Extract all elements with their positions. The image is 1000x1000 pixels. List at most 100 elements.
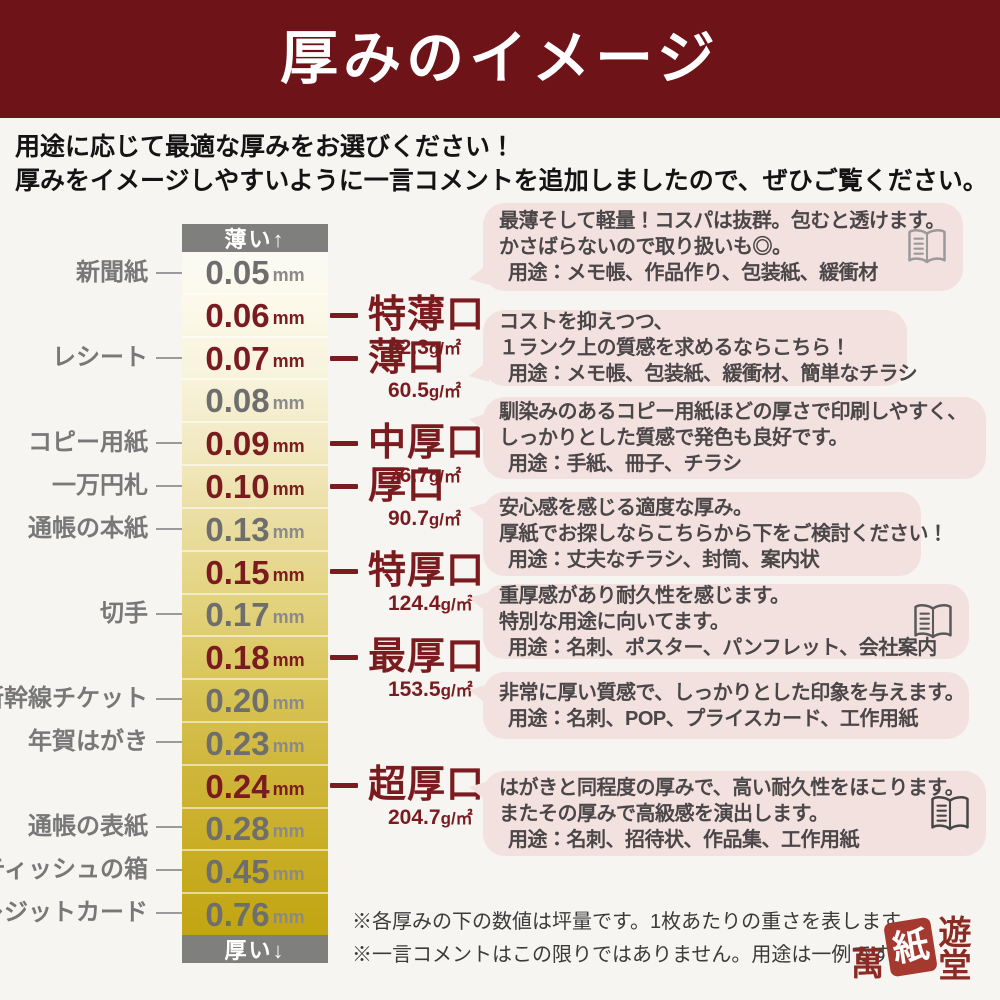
- thickness-value: 0.15: [205, 553, 270, 591]
- table-row: 0.09 mm: [182, 423, 328, 467]
- item-label-text: 新聞紙: [76, 259, 148, 286]
- grade-chuatsukuchi: 中厚口 76.7g/㎡: [330, 421, 485, 486]
- thickness-value: 0.24: [205, 767, 270, 805]
- grade-weight-unit: g/㎡: [428, 382, 461, 401]
- comment-bubble-atsukuchi: 安心感を感じる適度な厚み。 厚紙でお探しならこちらから下をご検討ください！ 用途…: [469, 492, 948, 576]
- comment-line: はがきと同程度の厚みで、高い耐久性をほこります。: [499, 776, 965, 799]
- thickness-value: 0.07: [205, 339, 270, 377]
- comment-line: 重厚感があり耐久性を感じます。: [499, 584, 790, 607]
- comment-uses: 用途：名刺、招待状、作品集、工作用紙: [508, 828, 860, 851]
- comment-uses: 用途：メモ帳、包装紙、緩衝材、簡単なチラシ: [508, 363, 918, 385]
- logo-prefix: 萬: [851, 944, 884, 983]
- bubble-tail: [469, 360, 489, 382]
- grade-weight-unit: g/㎡: [428, 510, 461, 529]
- comment-line: しっかりとした質感で発色も良好です。: [499, 427, 849, 449]
- bubble-tail: [469, 684, 489, 706]
- item-label-text: 通帳の表紙: [28, 813, 148, 840]
- item-label-text: クレジットカード: [0, 899, 148, 926]
- grade-weight-value: 204.7: [388, 806, 441, 829]
- grade-dash: [330, 355, 358, 361]
- table-row: 0.06 mm: [182, 295, 328, 338]
- table-row: 0.24 mm: [182, 766, 328, 809]
- grade-dash: [330, 440, 358, 446]
- table-row: 0.05 mm: [182, 252, 328, 295]
- comment-uses: 用途：手紙、冊子、チラシ: [508, 453, 742, 475]
- grade-weight-value: 124.4: [388, 592, 441, 615]
- footnote-disclaimer: ※一言コメントはこの限りではありません。用途は一例です。: [352, 944, 910, 966]
- item-label-text: ティッシュの箱: [0, 856, 148, 883]
- grade-usukuchi: 薄口 60.5g/㎡: [330, 336, 461, 401]
- connector-line: [156, 912, 182, 914]
- connector-line: [156, 741, 182, 743]
- comment-line: 最薄そして軽量！コスパは抜群。包むと透けます。: [499, 210, 945, 232]
- comment-bubble-usukuchi: コストを抑えつつ、 １ランク上の質感を求めるならこちら！ 用途：メモ帳、包装紙、…: [469, 310, 918, 386]
- thickness-value: 0.08: [205, 382, 270, 420]
- grade-name: 超厚口: [368, 764, 486, 806]
- connector-line: [156, 826, 182, 828]
- grade-weight: 153.5g/㎡: [388, 679, 485, 700]
- grade-dash: [330, 654, 358, 660]
- thickness-unit: mm: [272, 778, 305, 799]
- table-row: 0.10 mm: [182, 466, 328, 509]
- grade-weight-unit: g/㎡: [440, 809, 473, 828]
- grade-name: 最厚口: [368, 636, 486, 678]
- connector-line: [156, 528, 182, 530]
- grade-atsukuchi: 厚口 90.7g/㎡: [330, 464, 461, 529]
- bubble-tail: [469, 263, 489, 285]
- grade-name: 特厚口: [368, 550, 486, 592]
- bubble-tail: [469, 413, 489, 435]
- comment-line: 特別な用途に向いてます。: [499, 610, 730, 633]
- table-row: 0.20 mm: [182, 680, 328, 723]
- grade-weight: 60.5g/㎡: [388, 380, 461, 401]
- bubble-tail: [469, 502, 489, 524]
- grade-dash: [330, 782, 358, 788]
- thickness-unit: mm: [272, 564, 305, 585]
- thickness-value: 0.06: [205, 296, 270, 334]
- grade-weight: 52.3g/㎡: [388, 337, 485, 358]
- footnote-basis-weight: ※各厚みの下の数値は坪量です。1枚あたりの重さを表します。: [352, 911, 920, 933]
- comment-uses: 用途：メモ帳、作品作り、包装紙、緩衝材: [508, 262, 878, 284]
- thickness-unit: mm: [272, 693, 305, 714]
- thickness-value: 0.76: [205, 896, 270, 934]
- thickness-value: 0.20: [205, 682, 270, 720]
- grade-saiatsukuchi: 最厚口 153.5g/㎡: [330, 635, 485, 700]
- grade-weight-unit: g/㎡: [440, 681, 473, 700]
- comment-bubble-tokuatsukuchi: 重厚感があり耐久性を感じます。 特別な用途に向いてます。 用途：名刺、ポスター、…: [469, 584, 969, 659]
- intro-line-2: 厚みをイメージしやすいように一言コメントを追加しましたので、ぜひご覧ください。: [15, 167, 988, 195]
- connector-line: [156, 869, 182, 871]
- intro-text: 用途に応じて最適な厚みをお選びください！ 厚みをイメージしやすいように一言コメン…: [15, 130, 995, 198]
- grade-weight-value: 52.3: [388, 336, 429, 359]
- grade-name: 厚口: [368, 465, 447, 507]
- comment-line: 厚紙でお探しならこちらから下をご検討ください！: [499, 523, 948, 545]
- table-row: 0.28 mm: [182, 809, 328, 852]
- comment-bubble-chuatsukuchi: 馴染みのあるコピー用紙ほどの厚さで印刷しやすく、 しっかりとした質感で発色も良好…: [469, 397, 986, 479]
- item-label-text: レシート: [52, 344, 148, 371]
- grade-weight-unit: g/㎡: [428, 339, 461, 358]
- thickness-value: 0.45: [205, 853, 270, 891]
- grade-choatsukuchi: 超厚口 204.7g/㎡: [330, 763, 485, 828]
- thickness-value: 0.17: [205, 596, 270, 634]
- thickness-unit: mm: [272, 393, 305, 414]
- comment-uses: 用途：丈夫なチラシ、封筒、案内状: [508, 549, 820, 571]
- item-label-stamp: 切手: [100, 600, 182, 628]
- item-label-text: 一万円札: [52, 472, 148, 499]
- thickness-value: 0.23: [205, 724, 270, 762]
- grade-dash: [330, 312, 358, 318]
- thickness-unit: mm: [272, 821, 305, 842]
- item-label-newspaper: 新聞紙: [76, 259, 182, 287]
- item-label-credit-card: クレジットカード: [0, 899, 182, 927]
- logo-stamp-character: 紙: [889, 923, 932, 971]
- connector-line: [156, 698, 182, 700]
- comment-line: 馴染みのあるコピー用紙ほどの厚さで印刷しやすく、: [499, 401, 967, 423]
- thickness-value: 0.18: [205, 639, 270, 677]
- grade-weight-value: 60.5: [388, 379, 429, 402]
- item-label-text: 切手: [100, 600, 148, 627]
- thickness-value: 0.10: [205, 467, 270, 505]
- column-header-thin: 薄い↑: [182, 224, 328, 252]
- comment-uses: 用途：名刺、ポスター、パンフレット、会社案内: [508, 636, 937, 659]
- grade-weight-unit: g/㎡: [440, 595, 473, 614]
- connector-line: [156, 485, 182, 487]
- table-row: 0.23 mm: [182, 723, 328, 766]
- item-label-new-year-postcard: 年賀はがき: [28, 728, 182, 756]
